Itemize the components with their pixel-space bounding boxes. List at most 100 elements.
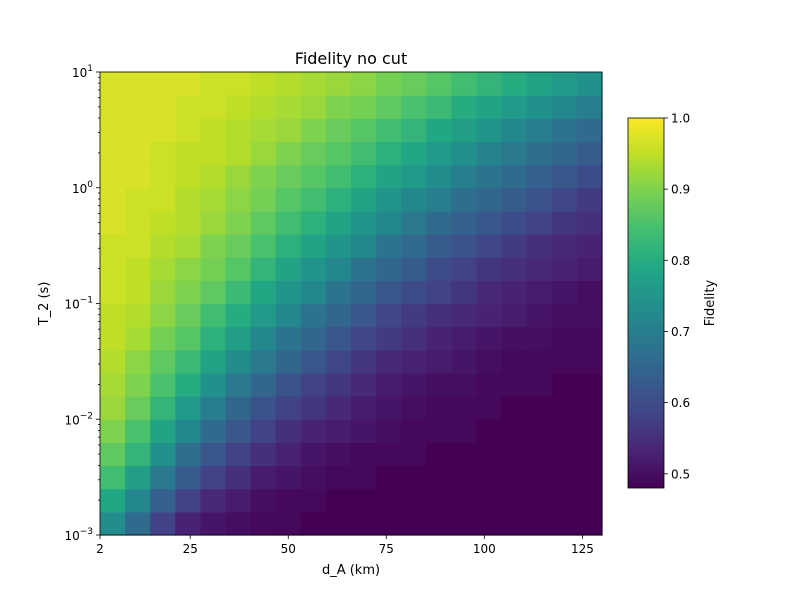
heatmap-cell	[125, 72, 151, 96]
heatmap-cell	[351, 326, 377, 351]
heatmap-cell	[551, 326, 578, 351]
heatmap-cell	[476, 257, 503, 281]
heatmap-cell	[476, 234, 503, 258]
heatmap-cell	[551, 234, 578, 258]
heatmap-cell	[100, 72, 126, 96]
heatmap-cell	[250, 234, 277, 258]
heatmap-cell	[300, 95, 327, 119]
heatmap-cell	[526, 303, 553, 328]
heatmap-cell	[451, 465, 478, 490]
heatmap-cell	[501, 280, 528, 305]
y-tick-label: 10−2	[64, 411, 93, 427]
heatmap-cell	[426, 326, 452, 351]
heatmap-cell	[175, 210, 201, 235]
heatmap-cell	[526, 141, 553, 166]
heatmap-cell	[175, 164, 201, 189]
heatmap-cell	[325, 372, 352, 397]
heatmap-cell	[451, 141, 478, 166]
heatmap-cell	[275, 488, 302, 513]
heatmap-cell	[376, 164, 402, 189]
heatmap-cell	[175, 326, 201, 351]
heatmap-cells	[100, 72, 603, 536]
heatmap-cell	[250, 164, 277, 189]
heatmap-cell	[401, 488, 427, 513]
heatmap-cell	[351, 303, 377, 328]
heatmap-cell	[125, 95, 151, 119]
heatmap-cell	[476, 72, 503, 96]
heatmap-cell	[200, 303, 227, 328]
heatmap-cell	[476, 280, 503, 305]
heatmap-cell	[576, 303, 603, 328]
heatmap-cell	[325, 349, 352, 374]
heatmap-cell	[200, 210, 227, 235]
heatmap-cell	[426, 511, 452, 536]
heatmap-cell	[551, 280, 578, 305]
heatmap-cell	[175, 118, 201, 143]
heatmap-cell	[300, 326, 327, 351]
heatmap-cell	[501, 95, 528, 119]
heatmap-cell	[200, 326, 227, 351]
heatmap-cell	[225, 349, 252, 374]
heatmap-cell	[300, 257, 327, 281]
heatmap-cell	[250, 419, 277, 443]
heatmap-cell	[576, 210, 603, 235]
heatmap-cell	[476, 210, 503, 235]
heatmap-cell	[501, 442, 528, 467]
heatmap-cell	[401, 419, 427, 443]
heatmap-cell	[351, 164, 377, 189]
heatmap-cell	[451, 511, 478, 536]
heatmap-cell	[551, 372, 578, 397]
heatmap-cell	[576, 187, 603, 212]
y-axis-label: T_2 (s)	[37, 282, 52, 327]
heatmap-cell	[175, 303, 201, 328]
heatmap-cell	[526, 465, 553, 490]
heatmap-cell	[275, 141, 302, 166]
heatmap-cell	[501, 465, 528, 490]
heatmap-cell	[376, 118, 402, 143]
heatmap-cell	[150, 349, 176, 374]
heatmap-cell	[501, 72, 528, 96]
heatmap-cell	[150, 257, 176, 281]
heatmap-cell	[125, 164, 151, 189]
x-tick-label: 75	[379, 542, 394, 556]
heatmap-cell	[325, 488, 352, 513]
heatmap-cell	[351, 488, 377, 513]
heatmap-cell	[200, 164, 227, 189]
heatmap-cell	[576, 442, 603, 467]
heatmap-cell	[526, 234, 553, 258]
heatmap-cell	[526, 488, 553, 513]
heatmap-cell	[100, 372, 126, 397]
heatmap-cell	[451, 95, 478, 119]
heatmap-cell	[325, 465, 352, 490]
heatmap-cell	[275, 511, 302, 536]
heatmap-cell	[476, 326, 503, 351]
heatmap-cell	[325, 280, 352, 305]
heatmap-cell	[376, 141, 402, 166]
heatmap-cell	[125, 118, 151, 143]
heatmap-cell	[376, 488, 402, 513]
heatmap-cell	[325, 442, 352, 467]
colorbar-tick-label: 0.7	[671, 325, 690, 339]
heatmap-cell	[100, 95, 126, 119]
heatmap-cell	[401, 349, 427, 374]
heatmap-cell	[250, 118, 277, 143]
heatmap-cell	[125, 280, 151, 305]
heatmap-cell	[325, 257, 352, 281]
heatmap-cell	[250, 511, 277, 536]
heatmap-cell	[451, 419, 478, 443]
heatmap-cell	[175, 257, 201, 281]
heatmap-cell	[150, 95, 176, 119]
heatmap-cell	[125, 349, 151, 374]
heatmap-cell	[150, 234, 176, 258]
heatmap-cell	[401, 372, 427, 397]
heatmap-cell	[325, 511, 352, 536]
heatmap-cell	[501, 396, 528, 420]
heatmap-cell	[526, 511, 553, 536]
heatmap-cell	[100, 257, 126, 281]
heatmap-cell	[175, 488, 201, 513]
heatmap-cell	[376, 511, 402, 536]
heatmap-cell	[476, 465, 503, 490]
heatmap-cell	[250, 95, 277, 119]
x-tick-label: 100	[473, 542, 496, 556]
